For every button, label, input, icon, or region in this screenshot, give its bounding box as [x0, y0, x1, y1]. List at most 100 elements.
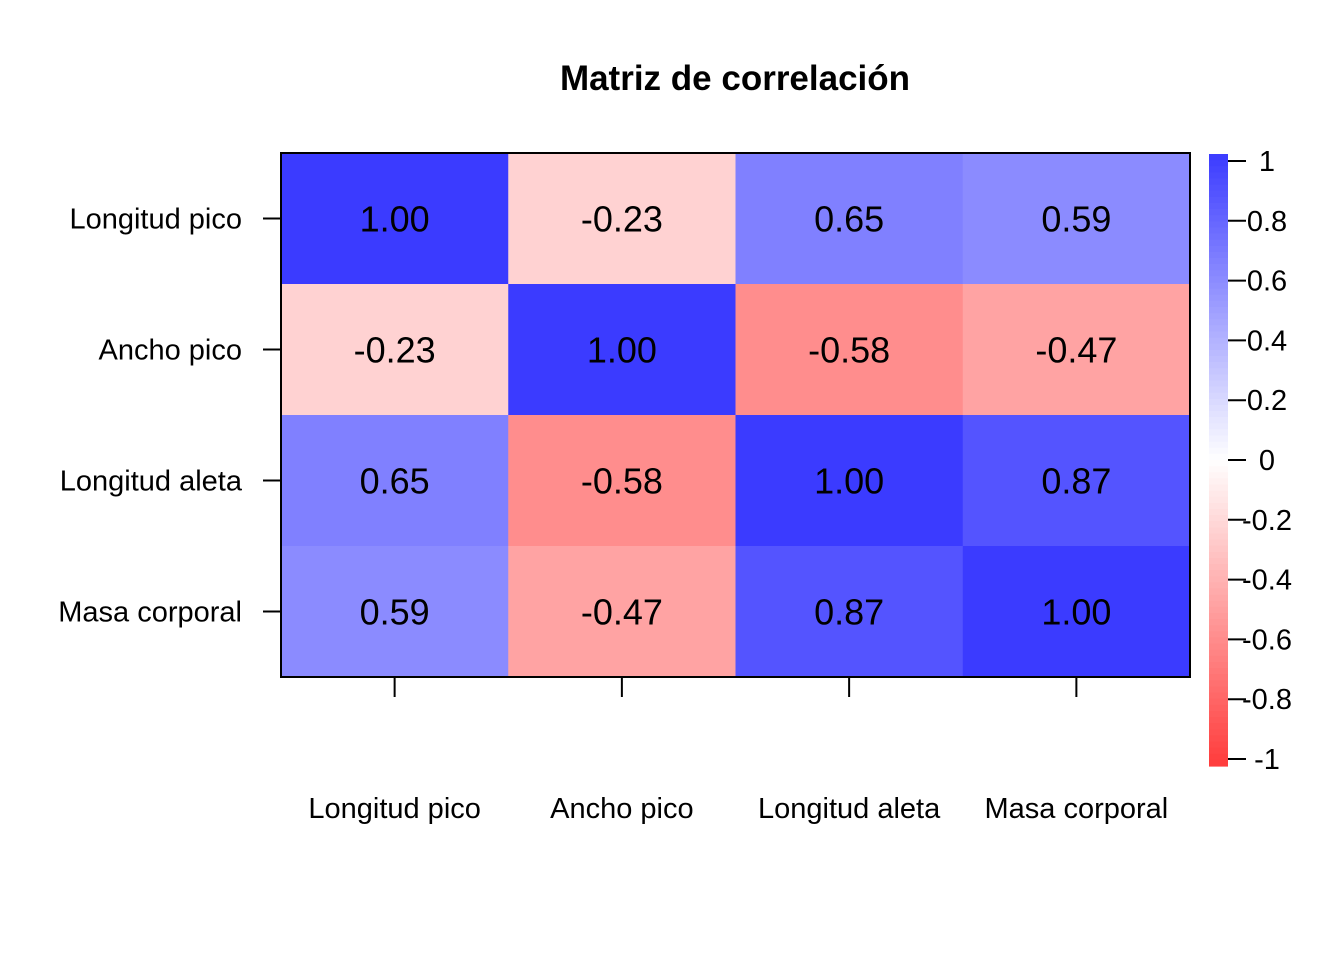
- legend-color-step: [1209, 619, 1228, 626]
- legend-color-step: [1209, 582, 1228, 590]
- cell-value-label: 0.59: [1041, 199, 1111, 240]
- legend-color-step: [1209, 545, 1228, 553]
- legend-color-step: [1209, 300, 1228, 308]
- legend-color-step: [1209, 380, 1228, 388]
- legend-color-step: [1209, 570, 1228, 577]
- legend-color-step: [1209, 178, 1228, 186]
- legend-color-step: [1209, 704, 1228, 712]
- legend-color-step: [1209, 331, 1228, 339]
- legend-color-step: [1209, 668, 1228, 675]
- legend-color-step: [1209, 374, 1228, 382]
- legend-color-step: [1209, 209, 1228, 216]
- legend-color-step: [1209, 490, 1228, 498]
- legend-color-step: [1209, 404, 1228, 412]
- legend-tick-label: -1: [1254, 744, 1280, 776]
- legend-tick-label: 0.8: [1247, 206, 1287, 238]
- legend-color-step: [1209, 447, 1228, 455]
- heatmap-cell: [962, 284, 1191, 416]
- legend-color-step: [1209, 453, 1228, 461]
- heatmap-cell: [281, 546, 509, 678]
- legend-color-step: [1209, 613, 1228, 620]
- legend-color-step: [1209, 747, 1228, 755]
- legend-color-step: [1209, 441, 1228, 449]
- legend-color-step: [1209, 606, 1228, 614]
- legend-color-step: [1209, 233, 1228, 241]
- legend-color-step: [1209, 264, 1228, 271]
- legend-color-step: [1209, 564, 1228, 571]
- legend-color-step: [1209, 502, 1228, 510]
- legend-color-step: [1209, 661, 1228, 669]
- legend-color-step: [1209, 355, 1228, 363]
- legend-color-step: [1209, 741, 1228, 749]
- legend-color-step: [1209, 753, 1228, 761]
- legend-color-step: [1209, 215, 1228, 222]
- legend-color-step: [1209, 362, 1228, 369]
- legend-color-step: [1209, 551, 1228, 559]
- legend-color-step: [1209, 368, 1228, 375]
- heatmap-cell: [735, 546, 964, 678]
- legend-color-step: [1209, 172, 1228, 180]
- heatmap-cell: [735, 284, 964, 416]
- legend-color-step: [1209, 655, 1228, 663]
- legend-color-step: [1209, 576, 1228, 583]
- legend-color-step: [1209, 594, 1228, 602]
- x-tick-label: Longitud aleta: [758, 793, 941, 825]
- legend-color-step: [1209, 723, 1228, 730]
- heatmap-cell: [962, 153, 1191, 285]
- heatmap-cell: [508, 284, 736, 416]
- heatmap-cell: [281, 153, 509, 285]
- legend-color-step: [1209, 221, 1228, 229]
- legend-color-step: [1209, 557, 1228, 565]
- legend-tick-label: -0.8: [1242, 684, 1292, 716]
- legend-color-step: [1209, 508, 1228, 516]
- legend-color-step: [1209, 337, 1228, 345]
- legend-color-step: [1209, 154, 1228, 161]
- legend-color-step: [1209, 466, 1228, 473]
- y-tick-label: Longitud pico: [69, 204, 242, 236]
- cell-value-label: 0.59: [360, 592, 430, 633]
- cell-value-label: 1.00: [1041, 592, 1111, 633]
- legend-color-step: [1209, 196, 1228, 204]
- y-tick-label: Ancho pico: [99, 335, 243, 367]
- legend-color-step: [1209, 717, 1228, 724]
- legend-color-step: [1209, 417, 1228, 424]
- legend-color-step: [1209, 313, 1228, 320]
- legend-color-step: [1209, 270, 1228, 277]
- legend-tick-label: 1: [1259, 146, 1275, 178]
- legend-color-step: [1209, 202, 1228, 210]
- heatmap-cell: [735, 153, 964, 285]
- cell-value-label: 0.87: [814, 592, 884, 633]
- heatmap-cell: [508, 415, 736, 547]
- heatmap-cell: [281, 284, 509, 416]
- legend-color-step: [1209, 625, 1228, 632]
- legend-color-step: [1209, 637, 1228, 645]
- y-tick-label: Masa corporal: [58, 597, 242, 629]
- heatmap-cell: [508, 153, 736, 285]
- legend-color-step: [1209, 435, 1228, 443]
- legend-color-step: [1209, 239, 1228, 247]
- legend-color-step: [1209, 680, 1228, 688]
- legend-color-step: [1209, 392, 1228, 400]
- cell-value-label: 1.00: [360, 199, 430, 240]
- legend-color-step: [1209, 649, 1228, 657]
- x-tick-label: Ancho pico: [550, 793, 694, 825]
- legend-color-step: [1209, 319, 1228, 326]
- legend-color-step: [1209, 533, 1228, 541]
- legend-tick-label: 0.6: [1247, 266, 1287, 298]
- legend-color-step: [1209, 349, 1228, 357]
- legend-color-step: [1209, 227, 1228, 235]
- legend-color-step: [1209, 276, 1228, 284]
- heatmap-cell: [962, 546, 1191, 678]
- heatmap-cells: 1.00 -0.23 0.65 0.59 -0.23 1.00 -0.58 -0.47 0.65…: [281, 153, 1191, 678]
- chart-title: Matriz de correlación: [560, 59, 910, 98]
- legend-color-step: [1209, 429, 1228, 437]
- color-legend: 1 0.8 0.6 0.4 0.2 0 -0.2 -0.4 -0.6 -0.8 -1: [1209, 146, 1292, 776]
- legend-color-step: [1209, 515, 1228, 522]
- legend-color-step: [1209, 588, 1228, 596]
- legend-color-step: [1209, 759, 1228, 767]
- legend-color-step: [1209, 423, 1228, 430]
- legend-color-step: [1209, 735, 1228, 743]
- legend-tick-label: -0.4: [1242, 565, 1292, 597]
- legend-color-step: [1209, 184, 1228, 192]
